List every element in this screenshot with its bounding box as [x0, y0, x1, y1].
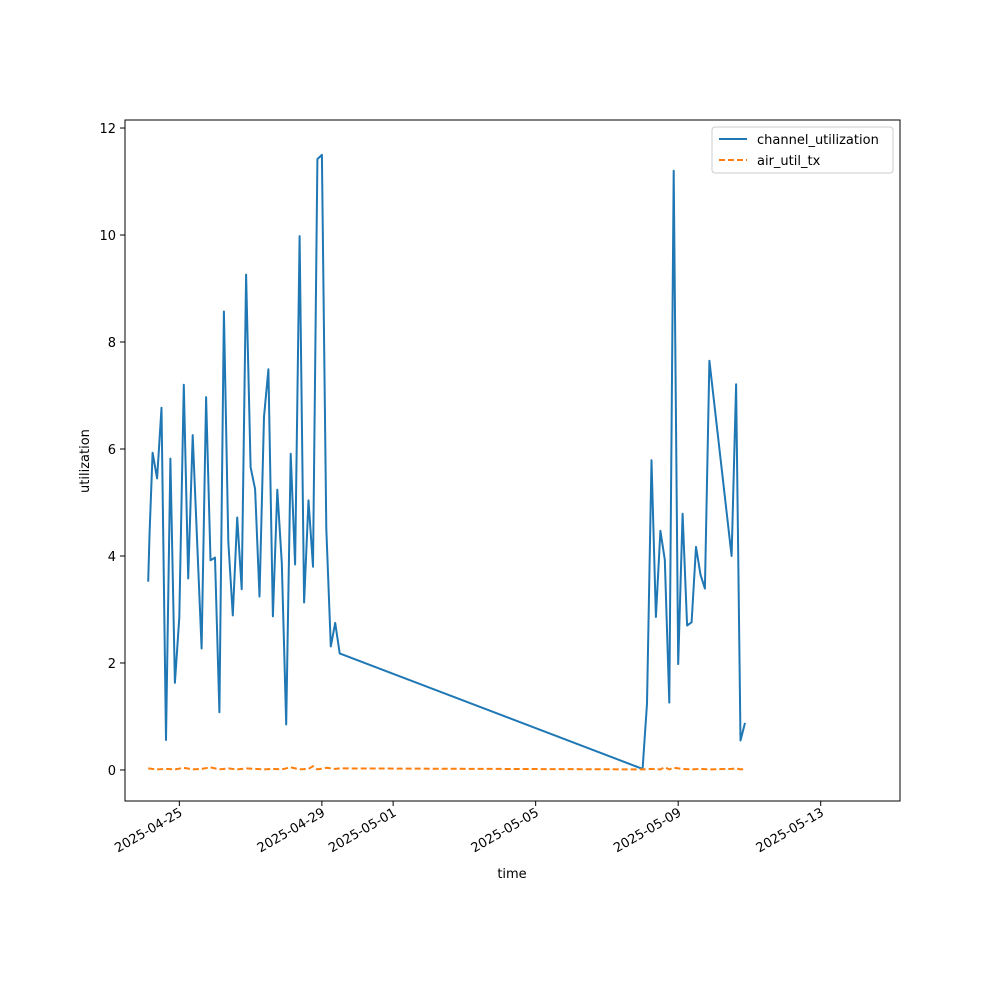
y-tick-label: 4 — [108, 550, 116, 565]
legend-box — [711, 126, 894, 174]
legend: channel_utilization air_util_tx — [711, 126, 894, 174]
legend-label-channel-utilization: channel_utilization — [757, 133, 879, 148]
y-tick-label: 6 — [108, 443, 116, 458]
series-line-channel-utilization — [147, 153, 746, 770]
plot-frame — [124, 119, 901, 802]
series-line-air-util-tx — [148, 765, 746, 771]
y-tick-label: 10 — [99, 229, 116, 244]
plot-area — [147, 153, 746, 771]
y-tick-label: 8 — [108, 336, 116, 351]
x-axis-label: time — [497, 867, 526, 882]
y-axis-label: utilization — [78, 429, 93, 493]
y-tick-label: 2 — [108, 657, 116, 672]
legend-label-air-util-tx: air_util_tx — [757, 154, 821, 169]
y-tick-label: 12 — [99, 122, 116, 137]
y-tick-label: 0 — [108, 764, 116, 779]
y-axis: 0 2 4 6 8 10 12 — [99, 122, 125, 779]
